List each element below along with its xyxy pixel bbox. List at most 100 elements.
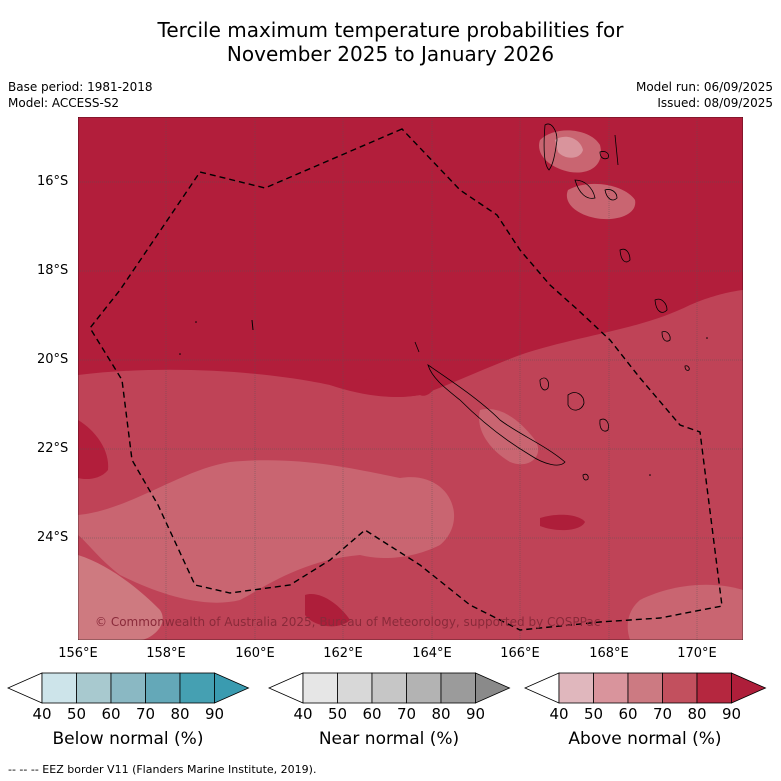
tick-near-60: 60 (362, 705, 382, 723)
tick-below-90: 90 (204, 705, 225, 723)
colorbar-above-segment-4 (662, 672, 698, 704)
new-caledonia-coast (427, 364, 566, 466)
espiritu-santo-coast (543, 123, 558, 171)
aneityum-coast (684, 365, 690, 371)
tick-below-70: 70 (135, 705, 156, 723)
malakula-coast (574, 179, 596, 199)
tick-near-90: 90 (465, 705, 486, 723)
above-50-region-southwest (78, 555, 163, 640)
legend-title-below: Below normal (%) (52, 729, 204, 749)
eez-border (89, 128, 723, 631)
model-name: Model: ACCESS-S2 (8, 96, 120, 110)
above-60-region-newcaledonia (479, 409, 539, 465)
colorbar-near (268, 672, 511, 704)
ambrym-coast (604, 189, 618, 201)
belep-islands (414, 341, 420, 353)
tick-near-80: 80 (431, 705, 451, 723)
eez-footnote: -- -- -- EEZ border V11 (Flanders Marine… (8, 763, 317, 776)
colorbar-near-segment-3 (371, 672, 407, 704)
graticule (78, 117, 743, 640)
title-line-1: Tercile maximum temperature probabilitie… (157, 18, 624, 42)
lat-label-16s: 16°S (37, 174, 69, 189)
tick-below-50: 50 (66, 705, 87, 723)
chesterfield-islands (251, 319, 254, 331)
colorbar-above-segment-1 (558, 672, 594, 704)
above-80-patch-central (330, 360, 441, 397)
above-90-patch (540, 514, 585, 531)
colorbar-above-segment-3 (627, 672, 663, 704)
maewo-coast (614, 134, 619, 166)
colorbar-below-segment-1 (41, 672, 77, 704)
colorbar-near-segment-5 (440, 672, 476, 704)
small-islet-1 (195, 321, 197, 323)
tick-above-90: 90 (721, 705, 742, 723)
ouvea-coast (539, 377, 549, 391)
erromango-coast (654, 298, 668, 313)
ambae-coast (599, 151, 609, 160)
lon-label-160e: 160°E (235, 646, 275, 661)
lifou-coast (567, 392, 585, 411)
colorbar-below (7, 672, 250, 704)
title-line-2: November 2025 to January 2026 (226, 42, 555, 66)
above-90-patch-south (305, 594, 350, 627)
meta-right: Model run: 06/09/2025 Issued: 08/09/2025 (636, 79, 773, 111)
legend-title-near: Near normal (%) (318, 729, 460, 749)
isle-of-pines-coast (582, 473, 589, 481)
colorbar-above-low-extend (524, 672, 560, 704)
small-islet-2 (179, 353, 181, 355)
lon-label-164e: 164°E (412, 646, 452, 661)
colorbar-below-low-extend (7, 672, 43, 704)
tick-above-60: 60 (618, 705, 638, 723)
map-title: Tercile maximum temperature probabilitie… (0, 18, 781, 66)
mare-coast (599, 418, 609, 432)
probability-field (78, 117, 743, 640)
tick-below-60: 60 (101, 705, 121, 723)
tick-below-40: 40 (32, 705, 52, 723)
meta-left: Base period: 1981-2018 Model: ACCESS-S2 (8, 79, 153, 111)
colorbar-below-segment-3 (110, 672, 146, 704)
colorbar-near-segment-1 (302, 672, 338, 704)
legend-title-above: Above normal (%) (568, 729, 722, 749)
lon-label-168e: 168°E (589, 646, 629, 661)
small-islet-3 (649, 474, 651, 476)
efate-coast (619, 248, 631, 263)
colorbar-above (524, 672, 767, 704)
colorbar-above-segment-2 (593, 672, 629, 704)
above-60-region-south (78, 460, 455, 603)
colorbar-above-segment-5 (696, 672, 732, 704)
colorbar-above-high-extend (731, 672, 767, 704)
tick-near-50: 50 (327, 705, 348, 723)
tick-near-70: 70 (396, 705, 417, 723)
colorbar-near-segment-4 (406, 672, 442, 704)
tick-near-40: 40 (293, 705, 313, 723)
model-run: Model run: 06/09/2025 (635, 80, 773, 94)
tick-below-80: 80 (170, 705, 190, 723)
issued-date: Issued: 08/09/2025 (657, 96, 773, 110)
tick-above-70: 70 (652, 705, 673, 723)
legend-layer (7, 672, 767, 704)
tick-above-50: 50 (583, 705, 604, 723)
tick-above-40: 40 (549, 705, 569, 723)
colorbar-near-segment-2 (337, 672, 373, 704)
lon-label-170e: 170°E (677, 646, 717, 661)
tanna-coast (661, 331, 671, 342)
base-period: Base period: 1981-2018 (8, 80, 153, 94)
above-50-vanuatu-north (555, 136, 583, 158)
lon-label-158e: 158°E (146, 646, 186, 661)
small-islet-4 (706, 337, 708, 339)
colorbar-below-segment-4 (145, 672, 181, 704)
lon-label-156e: 156°E (58, 646, 98, 661)
colorbar-below-segment-2 (76, 672, 112, 704)
colorbar-below-high-extend (214, 672, 250, 704)
above-80-patch-west (78, 420, 109, 480)
lon-label-162e: 162°E (323, 646, 363, 661)
lat-label-20s: 20°S (37, 352, 69, 367)
lat-label-18s: 18°S (37, 263, 69, 278)
lat-label-24s: 24°S (37, 530, 69, 545)
colorbar-near-high-extend (475, 672, 511, 704)
colorbar-below-segment-5 (179, 672, 215, 704)
copyright-text: © Commonwealth of Australia 2025, Bureau… (95, 615, 600, 629)
colorbar-near-low-extend (268, 672, 304, 704)
lon-label-166e: 166°E (500, 646, 540, 661)
